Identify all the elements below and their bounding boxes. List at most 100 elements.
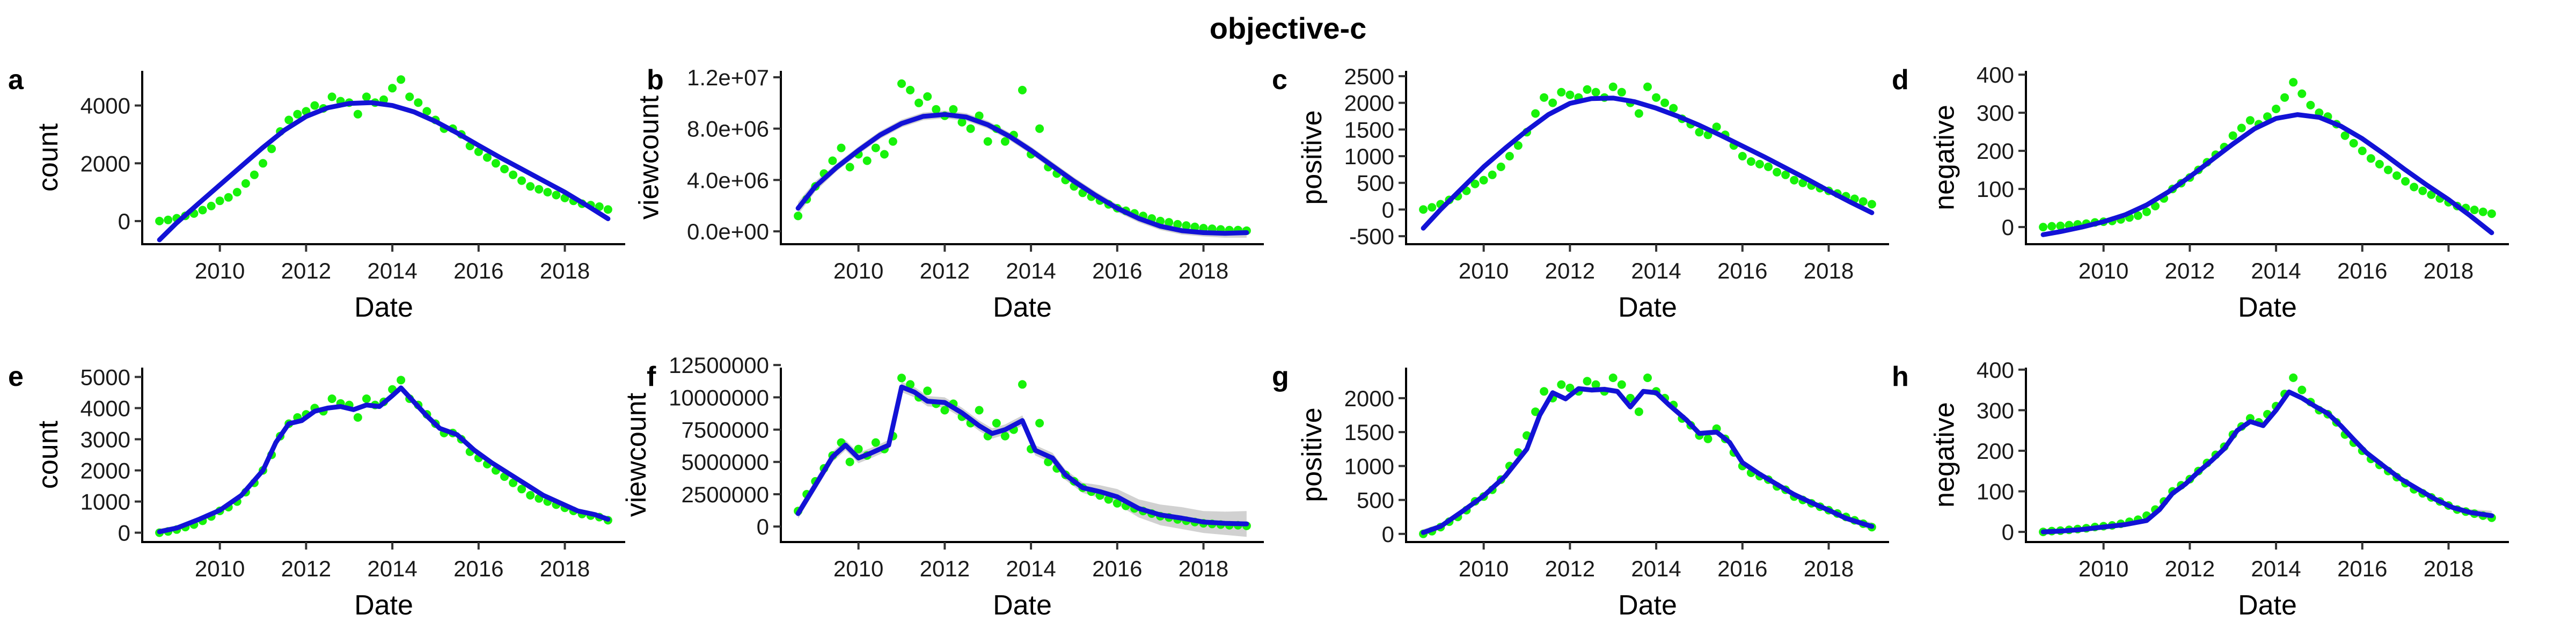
y-tick-label: 200 — [1977, 138, 2014, 164]
data-point — [854, 444, 863, 453]
x-tick-label: 2014 — [2251, 258, 2301, 283]
x-tick-label: 2018 — [1179, 258, 1228, 283]
data-point — [1035, 124, 1044, 133]
data-point — [845, 457, 854, 466]
data-point — [491, 159, 500, 168]
y-tick-label: 0 — [2002, 519, 2014, 545]
x-axis-title: Date — [354, 292, 413, 323]
data-point — [794, 211, 803, 221]
data-point — [1044, 457, 1053, 466]
data-point — [1018, 85, 1027, 94]
data-point — [2297, 385, 2307, 394]
data-point — [250, 170, 259, 179]
data-point — [198, 206, 207, 215]
data-point — [897, 79, 906, 88]
data-point — [1608, 374, 1618, 382]
fit-line — [157, 385, 611, 535]
y-tick-label: 0 — [2002, 215, 2014, 240]
x-tick-label: 2016 — [1092, 258, 1142, 283]
x-tick-label: 2018 — [2424, 258, 2473, 283]
data-point — [500, 165, 509, 173]
y-tick-label: 500 — [1357, 171, 1394, 196]
data-point — [828, 156, 837, 165]
data-point — [224, 193, 233, 202]
data-point — [1488, 170, 1497, 179]
x-tick-label: 2016 — [1092, 556, 1142, 581]
data-point — [1496, 162, 1505, 171]
panel-letter: b — [647, 64, 664, 96]
data-point — [1531, 407, 1540, 416]
x-tick-label: 2012 — [281, 258, 331, 283]
data-point — [2306, 100, 2315, 109]
x-tick-label: 2014 — [1631, 258, 1681, 283]
panel-letter: c — [1272, 64, 1287, 96]
data-point — [906, 85, 915, 94]
data-point — [983, 137, 992, 146]
y-axis-title: viewcount — [634, 95, 665, 219]
y-tick-label: 0.0e+00 — [687, 219, 769, 244]
data-point — [1781, 170, 1790, 179]
data-point — [862, 156, 872, 165]
x-tick-label: 2014 — [1631, 556, 1681, 581]
data-point — [1505, 152, 1514, 160]
y-tick-label: 0 — [1382, 197, 1394, 222]
data-point — [1583, 377, 1592, 386]
data-point — [215, 196, 224, 206]
y-tick-label: 100 — [1977, 479, 2014, 504]
y-tick-label: 2500 — [1344, 64, 1394, 89]
y-axis-title: positive — [1297, 110, 1328, 204]
data-point — [2487, 209, 2496, 218]
data-point — [1703, 434, 1713, 443]
fit-line — [1421, 386, 1875, 535]
x-tick-label: 2012 — [1545, 556, 1595, 581]
data-point — [353, 109, 362, 119]
x-tick-label: 2010 — [195, 258, 245, 283]
y-tick-label: 500 — [1357, 488, 1394, 513]
data-point — [1652, 93, 1661, 102]
data-point — [975, 111, 984, 120]
data-point — [1695, 128, 1704, 137]
data-point — [1617, 380, 1626, 389]
data-point — [2280, 93, 2289, 102]
panel-f: f 0 2500000 5000000 7500000 10000000 12500000 2… — [621, 353, 1264, 621]
data-point — [1867, 200, 1876, 209]
data-point — [310, 101, 319, 110]
data-point — [1634, 407, 1643, 416]
x-tick-label: 2010 — [2079, 556, 2128, 581]
panel-a: a 0 2000 4000 2010 2012 2014 2016 2018 Date count — [8, 64, 625, 323]
data-point — [2272, 105, 2281, 113]
data-point — [397, 376, 406, 385]
data-point — [1608, 82, 1618, 91]
data-point — [923, 92, 932, 101]
data-point — [526, 491, 535, 500]
panel-g: g 0 500 1000 1500 2000 2010 2012 2014 2016 2018 Dat… — [1272, 361, 1889, 621]
data-point — [2470, 206, 2479, 215]
data-point — [362, 394, 371, 403]
data-point — [259, 159, 267, 168]
y-tick-label: 2000 — [1344, 386, 1394, 411]
x-tick-label: 2016 — [2337, 556, 2387, 581]
data-point — [327, 394, 336, 403]
data-point — [1428, 203, 1437, 212]
data-point — [1190, 222, 1199, 231]
data-point — [2056, 221, 2065, 230]
data-point — [552, 191, 561, 200]
x-tick-label: 2012 — [2165, 258, 2215, 283]
y-tick-label: 1000 — [80, 489, 130, 515]
data-point — [267, 144, 276, 153]
confidence-band — [159, 385, 608, 535]
y-tick-label: 0 — [757, 514, 769, 539]
fit-line — [2040, 112, 2494, 237]
data-point — [1035, 419, 1044, 428]
x-tick-label: 2012 — [920, 556, 970, 581]
data-point — [474, 147, 483, 156]
x-tick-label: 2018 — [540, 556, 590, 581]
y-axis-title: positive — [1297, 407, 1328, 502]
y-tick-label: 200 — [1977, 438, 2014, 464]
x-tick-label: 2010 — [833, 258, 883, 283]
data-point — [397, 75, 406, 84]
x-tick-label: 2018 — [1804, 556, 1854, 581]
confidence-band — [798, 382, 1247, 537]
data-point — [992, 419, 1001, 428]
data-point — [1557, 380, 1566, 389]
